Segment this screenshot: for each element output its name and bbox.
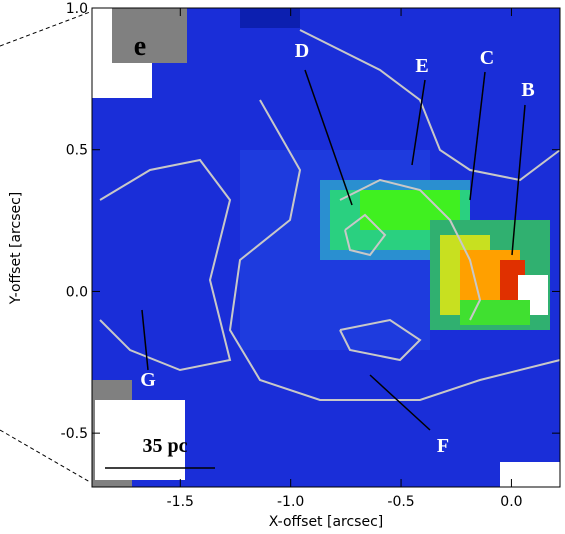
y-tick-label: 0.0	[66, 284, 88, 300]
x-axis-label: X-offset [arcsec]	[269, 514, 384, 530]
y-tick-label: -0.5	[61, 426, 88, 442]
scale-label: 35 pc	[143, 435, 188, 457]
annotation: B	[521, 79, 534, 101]
annotation: F	[437, 435, 449, 457]
y-tick-label: 1.0	[66, 1, 88, 17]
y-axis-label: Y-offset [arcsec]	[8, 192, 24, 306]
x-tick-label: -1.0	[277, 494, 304, 510]
annotation: G	[140, 369, 156, 391]
panel-label: e	[134, 31, 146, 62]
x-tick-label: 0.0	[500, 494, 522, 510]
leaders	[105, 69, 526, 469]
annotation: C	[480, 47, 494, 69]
x-tick-label: -0.5	[387, 494, 414, 510]
y-tick-label: 0.5	[66, 143, 88, 159]
zoom-line	[0, 429, 91, 483]
annotation: E	[415, 55, 428, 77]
zoom-line	[0, 11, 91, 47]
frame	[91, 7, 561, 488]
annotation: D	[295, 40, 309, 62]
x-tick-label: -1.5	[167, 494, 194, 510]
map	[92, 8, 561, 487]
